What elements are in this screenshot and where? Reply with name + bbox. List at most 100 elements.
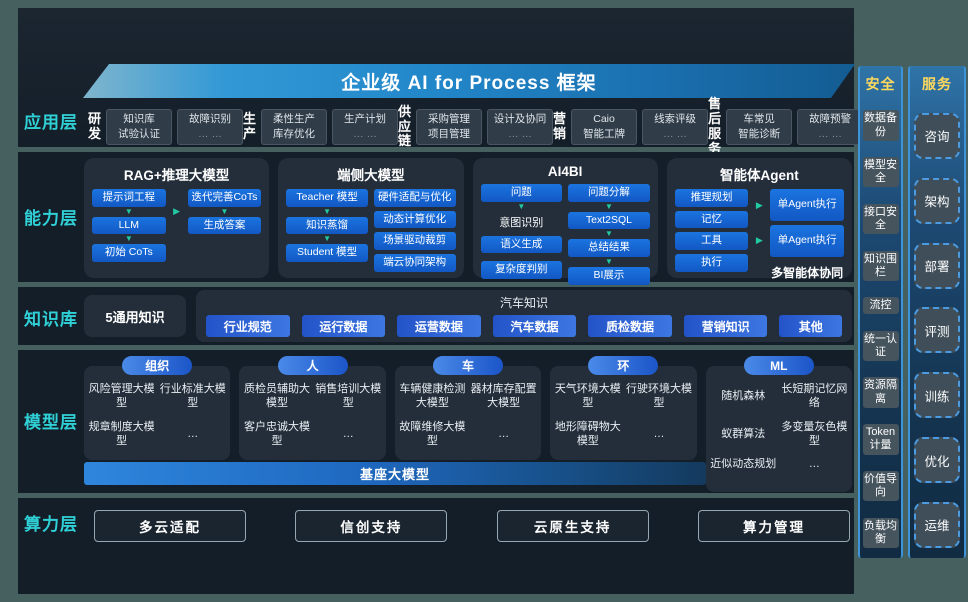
model-item-more: …	[653, 427, 665, 440]
knowledge-chip: 行业规范	[206, 315, 290, 337]
service-item: 咨询	[914, 112, 960, 159]
feature-chip: 动态计算优化	[373, 210, 456, 229]
arrow-down-icon: ▼	[323, 234, 332, 244]
step-chip: LLM	[92, 216, 166, 235]
compute-chip: 信创支持	[295, 510, 448, 542]
app-tag-line: … …	[663, 128, 688, 140]
model-item: 质检员辅助大模型	[244, 383, 310, 410]
arrow-down-icon: ▼	[604, 201, 613, 211]
rag-reasoning-box: RAG+推理大模型 提示词工程 ▼ LLM ▼ 初始 CoTs ▶ 迭代完善Co…	[84, 158, 270, 278]
layer-label-model: 模型层	[24, 413, 78, 432]
agent-component-chip: 执行	[674, 253, 749, 272]
model-group-pill: 环	[588, 356, 659, 375]
model-item: 多变量灰色模型	[781, 420, 848, 447]
app-tag-line: 试验认证	[118, 128, 161, 140]
model-item: 行驶环境大模型	[626, 383, 693, 410]
app-tag: 故障识别 … …	[177, 109, 244, 145]
arrow-down-icon: ▼	[220, 206, 229, 216]
app-tag: 设计及协同 … …	[487, 109, 554, 145]
app-group-rnd: 研发 知识库 试验认证 故障识别 … …	[88, 109, 244, 145]
app-group-label: 供应链	[398, 103, 412, 149]
agent-exec-chip: 单Agent执行	[770, 225, 844, 257]
application-groups-row: 研发 知识库 试验认证 故障识别 … … 生产 柔性生产 库存优化 生产计划	[88, 96, 864, 156]
arrow-right-icon: ▶	[755, 235, 763, 245]
service-column: 服务 咨询 架构 部署 评测 训练 优化 运维	[908, 66, 966, 558]
knowledge-layer-band: 知识库 5通用知识 汽车知识 行业规范 运行数据 运营数据 汽车数据 质检数据 …	[18, 287, 854, 345]
security-item: 价值导向	[862, 470, 899, 502]
model-item: 客户忠诚大模型	[244, 420, 310, 447]
app-group-label: 售后服务	[708, 96, 722, 156]
model-item: 规章制度大模型	[88, 420, 155, 447]
agent-component-chip: 记忆	[674, 210, 749, 229]
app-tag-line: 线索评级	[654, 113, 697, 126]
compute-items-row: 多云适配 信创支持 云原生支持 算力管理	[94, 510, 850, 542]
edge-model-box: 端侧大模型 Teacher 模型 ▼ 知识蒸馏 ▼ Student 模型 硬件适…	[278, 158, 464, 278]
step-chip: 初始 CoTs	[92, 244, 166, 262]
arrow-down-icon: ▼	[604, 256, 613, 266]
multi-agent-note: 多智能体协同	[771, 266, 844, 280]
app-tag-line: 库存优化	[273, 128, 316, 140]
model-item: 销售培训大模型	[315, 383, 382, 410]
step-chip: 语义生成	[480, 235, 563, 254]
auto-knowledge-title: 汽车知识	[499, 296, 548, 310]
feature-chip: 硬件适配与优化	[373, 189, 456, 207]
app-tag-line: 车常见	[743, 113, 775, 126]
security-item: 负载均衡	[862, 517, 899, 548]
layer-label-knowledge: 知识库	[24, 310, 78, 329]
feature-chip: 场景驱动裁剪	[373, 232, 456, 250]
security-item: 知识围栏	[862, 250, 899, 281]
step-chip: 迭代完善CoTs	[187, 189, 262, 207]
agent-box: 智能体Agent 推理规划 记忆 工具 执行 ▶ ▶	[666, 158, 852, 280]
app-tag-line: 智能诊断	[738, 128, 781, 140]
ability-boxes-row: RAG+推理大模型 提示词工程 ▼ LLM ▼ 初始 CoTs ▶ 迭代完善Co…	[84, 158, 852, 285]
service-item: 优化	[914, 437, 960, 484]
security-item: 接口安全	[862, 203, 899, 235]
app-tag-line: … …	[818, 128, 843, 140]
arrow-right-icon: ▶	[173, 206, 181, 216]
security-item: 资源隔离	[862, 377, 899, 408]
model-group-people: 人 质检员辅助大模型 销售培训大模型 客户忠诚大模型 …	[239, 356, 386, 460]
app-tag-line: … …	[508, 128, 532, 140]
security-column-title: 安全	[865, 76, 896, 92]
step-chip: 问题分解	[568, 184, 650, 202]
model-item: 蚁群算法	[721, 427, 766, 440]
feature-chip: 端云协同架构	[373, 253, 456, 272]
framework-title-banner: 企业级 AI for Process 框架	[83, 64, 855, 98]
arrow-down-icon: ▼	[517, 201, 526, 211]
model-item: 行业标准大模型	[159, 383, 226, 410]
model-item-more: …	[498, 427, 510, 440]
model-item: 天气环境大模型	[554, 383, 621, 410]
step-chip: 复杂度判别	[480, 261, 563, 279]
agent-exec-chip: 单Agent执行	[770, 189, 844, 221]
box-title: AI4BI	[547, 164, 583, 179]
foundation-model-bar: 基座大模型	[84, 462, 706, 485]
knowledge-chip: 运行数据	[301, 315, 386, 337]
layer-label-ability: 能力层	[24, 209, 78, 228]
model-group-pill: ML	[743, 356, 814, 375]
model-group-pill: 组织	[122, 356, 193, 375]
knowledge-chip: 其他	[779, 315, 843, 337]
auto-knowledge-box: 汽车知识 行业规范 运行数据 运营数据 汽车数据 质检数据 营销知识 其他	[196, 290, 852, 342]
security-item: Token计量	[862, 424, 899, 455]
compute-chip: 算力管理	[697, 510, 850, 542]
security-column: 安全 数据备份 模型安全 接口安全 知识围栏 流控 统一认证 资源隔离 Toke…	[858, 66, 903, 558]
app-tag-line: Caio	[593, 113, 615, 126]
app-group-after-sales: 售后服务 车常见 智能诊断 故障预警 … …	[708, 96, 864, 157]
box-title: RAG+推理大模型	[123, 168, 230, 183]
app-tag-line: … …	[353, 128, 377, 140]
app-tag: 故障预警 … …	[797, 109, 864, 145]
security-item: 统一认证	[862, 330, 899, 362]
general-knowledge-box: 5通用知识	[84, 295, 186, 337]
model-group-pill: 人	[277, 356, 348, 375]
model-item: 长短期记忆网络	[781, 383, 848, 410]
app-group-label: 生产	[243, 111, 257, 141]
app-tag-line: 智能工牌	[583, 128, 626, 140]
step-label: 意图识别	[499, 216, 544, 229]
ai4bi-box: AI4BI 问题 ▼ 意图识别 语义生成 复杂度判别 问题分解 ▼ Te	[472, 158, 658, 285]
layer-label-application: 应用层	[24, 113, 78, 132]
step-chip: 知识蒸馏	[286, 216, 368, 235]
model-group-pill: 车	[433, 356, 504, 375]
compute-chip: 云原生支持	[496, 510, 649, 542]
app-group-supply-chain: 供应链 采购管理 项目管理 设计及协同 … …	[398, 103, 554, 150]
step-chip: Teacher 模型	[286, 189, 368, 207]
